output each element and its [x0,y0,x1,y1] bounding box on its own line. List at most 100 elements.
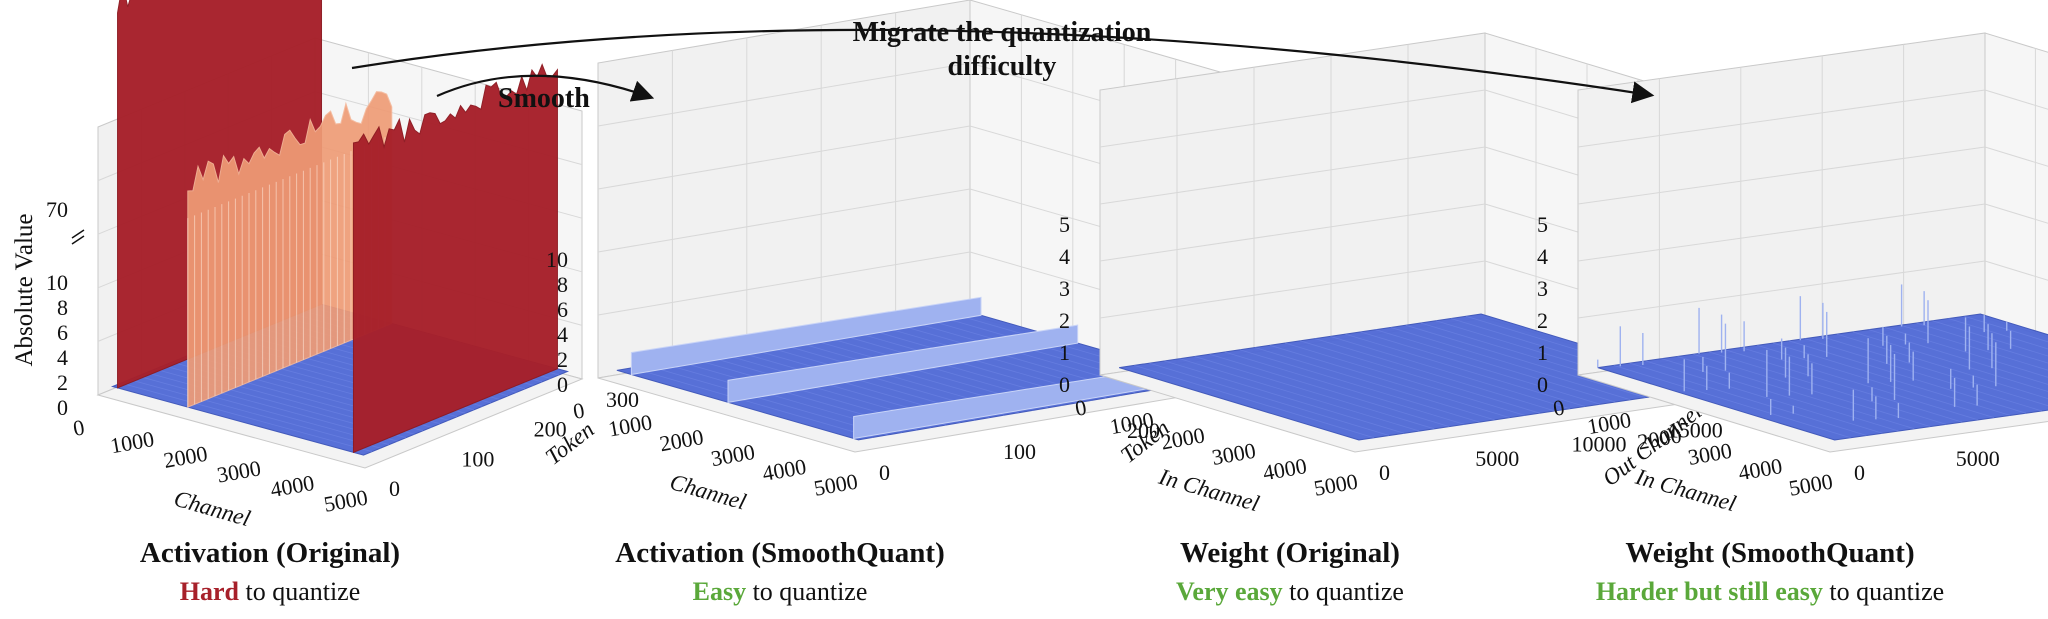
grid-line [1984,203,2048,224]
x-tick-label: 0 [1073,394,1088,421]
z-tick-label: 0 [1059,372,1070,397]
surface-texture [1868,329,2048,385]
x-tick-label: 3000 [215,455,263,487]
migrate-label-line2: difficulty [948,51,1057,82]
surface-texture [1224,351,1465,425]
x-tick-label: 3000 [709,439,757,471]
z-tick-label: 5 [1059,212,1070,237]
z-tick-label: 8 [57,295,68,320]
surface-texture [1179,358,1420,432]
grid-line [1577,260,1986,319]
x-tick-label: 3000 [1686,438,1734,470]
surface-texture [1164,360,1405,434]
surface-texture [1194,356,1435,430]
grid-line [1984,89,2048,110]
grid-line [1577,203,1986,262]
surface-texture [1709,351,1947,425]
z-tick-label: 3 [1059,276,1070,301]
z-tick-label: 8 [557,272,568,297]
z-tick-label: 2 [1537,308,1548,333]
y-tick-label: 0 [1379,460,1390,485]
back-wall [1984,32,2048,338]
surface-texture [1239,349,1480,423]
y-tick-label: 5000 [1956,446,2000,471]
surface-texture [120,382,373,453]
ridge [630,296,982,376]
panel-title: Activation (Original) [140,537,400,569]
migrate-arrow [351,28,1655,104]
subtitle-highlight: Easy [693,577,746,606]
surface-texture [1613,364,1851,439]
surface-texture [1900,324,2048,371]
x-tick-label: 4000 [1261,453,1309,485]
x-axis-label: Channel [171,486,253,532]
x-tick-label: 0 [1551,394,1566,421]
surface-texture [1773,342,2011,416]
grid-line [1099,146,1486,205]
x-tick-label: 5000 [1787,468,1835,500]
y-tick-label: 0 [389,476,400,501]
z-tick-label: 0 [1537,372,1548,397]
surface-texture [1820,335,2048,407]
z-tick-label: 0 [557,372,568,397]
z-tick-label: 70 [46,197,68,222]
migrate-label-line1: Migrate the quantization [853,17,1152,48]
x-tick-label: 4000 [1736,453,1784,485]
z-tick-label: 4 [1537,244,1548,269]
y-tick-label: 300 [606,387,639,412]
z-axis-label: Absolute Value [11,214,38,367]
y-tick-label: 200 [1127,418,1160,443]
subtitle-highlight: Hard [180,577,240,606]
axis-break [71,229,85,239]
x-axis-label: In Channel [1155,464,1262,517]
panel-subtitle: Easy to quantize [693,577,868,606]
grid-line [1577,146,1986,205]
y-tick-label: 100 [461,446,494,471]
z-tick-label: 4 [1059,244,1070,269]
surface-texture [1836,333,2048,400]
surface-texture [1884,327,2048,378]
surface-texture [129,379,381,449]
panel-subtitle: Harder but still easy to quantize [1596,577,1944,606]
grid-line [597,125,971,190]
z-tick-label: 6 [57,320,68,345]
x-tick-label: 5000 [812,468,860,500]
grid-line [597,62,971,127]
ridge [727,324,1079,403]
surface-texture [1330,335,1571,410]
x-axis-label: Channel [667,469,749,515]
surface-texture [645,365,888,436]
grid-line [597,188,971,253]
surface-texture [1269,344,1510,419]
subtitle-highlight: Harder but still easy [1596,577,1823,606]
surface-texture [1741,347,1979,421]
x-tick-label: 4000 [268,470,316,502]
panel-title: Activation (SmoothQuant) [615,537,944,569]
z-tick-label: 5 [1537,212,1548,237]
subtitle-highlight: Very easy [1176,577,1283,606]
x-tick-label: 5000 [322,484,370,516]
x-tick-label: 4000 [760,454,808,486]
surface-texture [1661,358,1899,432]
smooth-arrow [436,74,655,102]
grid-line [597,251,971,316]
x-tick-label: 2000 [162,441,210,473]
surface-texture [1254,347,1495,421]
y-tick-label: 200 [534,417,567,442]
surface-texture [1725,349,1963,423]
z-tick-label: 1 [1537,340,1548,365]
x-tick-label: 3000 [1210,438,1258,470]
grid-line [1099,89,1486,148]
x-axis-label: In Channel [1632,464,1739,517]
grid-line [1984,260,2048,281]
subtitle-rest: to quantize [239,577,360,606]
surface-texture [1629,362,1867,436]
panel-title: Weight (SmoothQuant) [1625,537,1914,569]
z-tick-label: 2 [1059,308,1070,333]
y-tick-label: 0 [1854,460,1865,485]
surface-texture [1804,338,2042,412]
surface-texture [1964,315,2048,343]
surface-texture [1852,331,2048,392]
